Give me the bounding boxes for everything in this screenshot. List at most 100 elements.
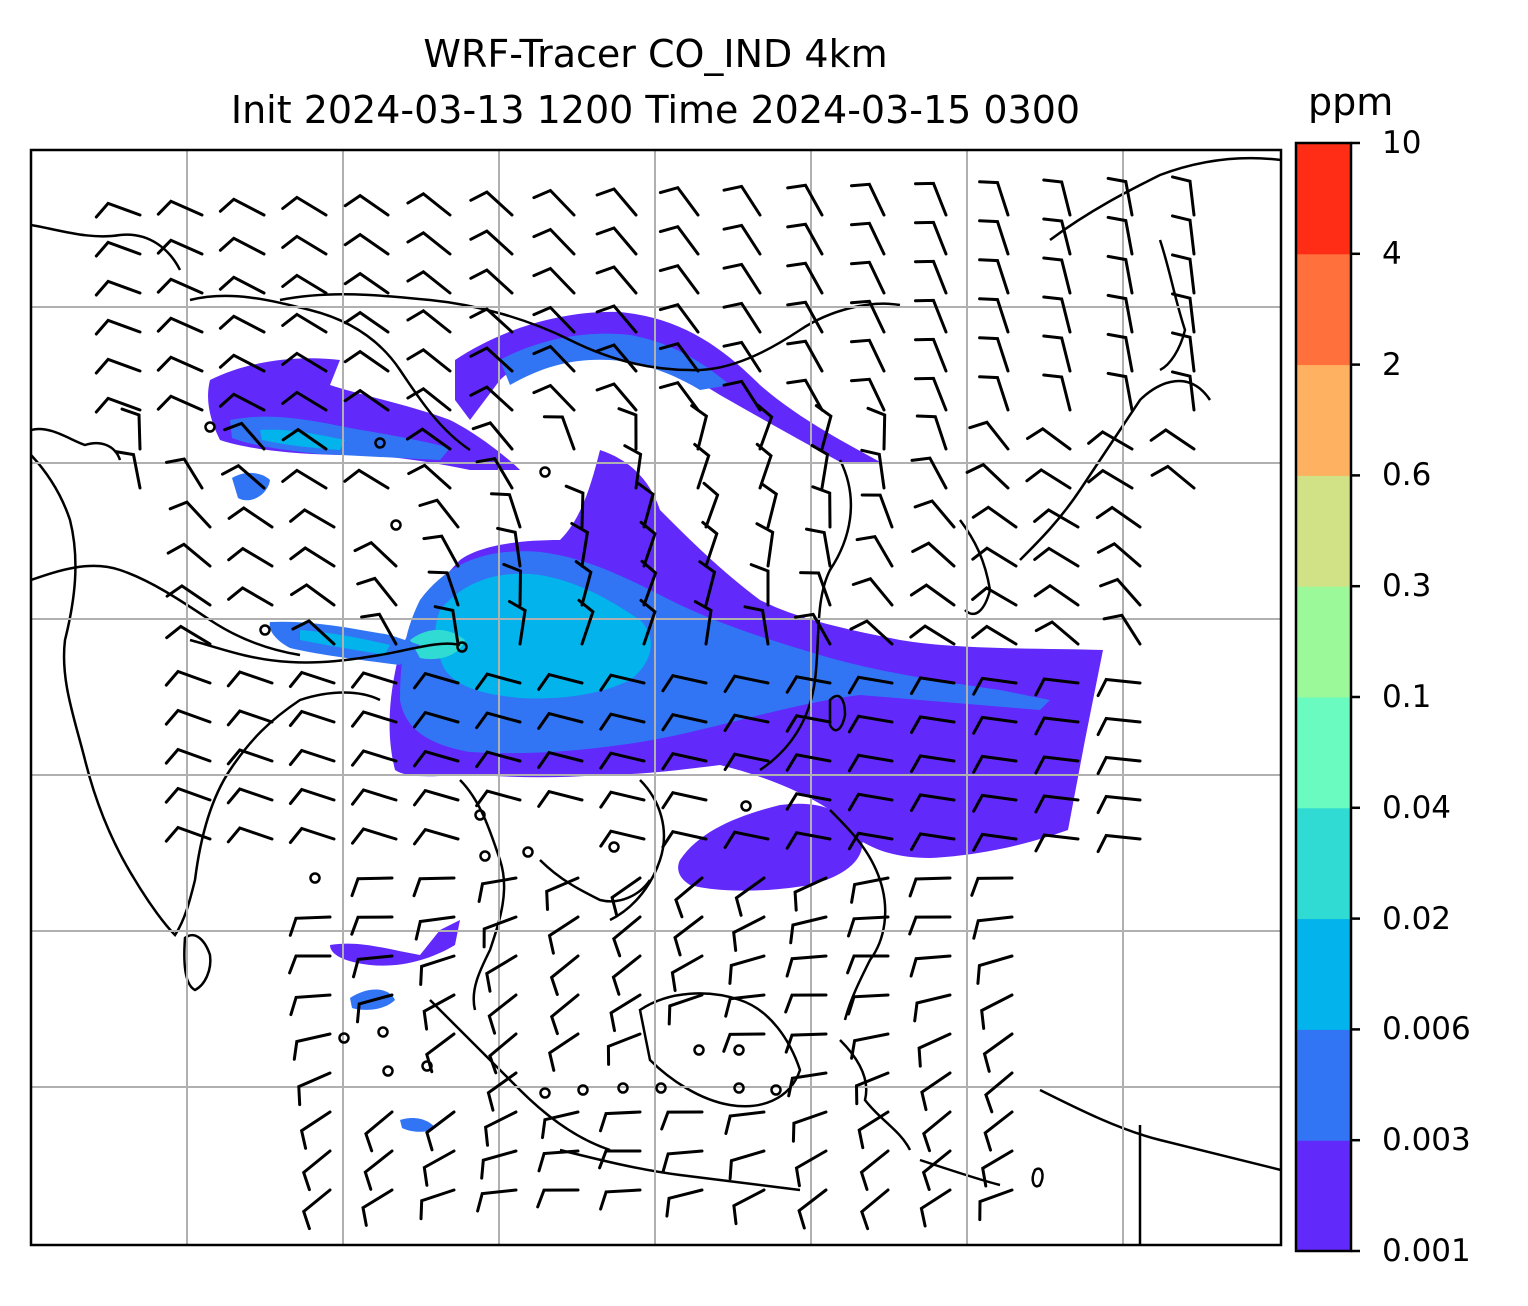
wind-barb	[850, 260, 886, 295]
wind-barb	[910, 676, 956, 695]
wind-barb	[860, 448, 886, 490]
coast-indochina	[459, 779, 506, 1011]
wind-barb	[850, 377, 886, 412]
wind-barb-calm	[539, 466, 551, 478]
wind-barb	[164, 669, 212, 687]
wind-barb	[914, 337, 948, 373]
wind-barb	[661, 713, 708, 732]
wind-barb	[814, 404, 833, 451]
wind-barb	[797, 1188, 828, 1230]
wind-barb	[364, 1110, 394, 1153]
wind-barb	[910, 456, 948, 490]
wind-barb	[661, 752, 708, 771]
wind-barb	[288, 748, 336, 766]
wind-barb	[972, 832, 1018, 852]
wind-barb	[483, 1110, 518, 1147]
wind-barb	[612, 915, 642, 958]
wind-barb	[599, 751, 646, 770]
wind-barb-calm	[522, 846, 534, 858]
wind-barb	[289, 546, 336, 568]
colorbar-tick-label: 4	[1382, 235, 1402, 272]
plume-south-patch3	[400, 1117, 435, 1132]
wind-barb	[760, 482, 779, 529]
wind-barb	[665, 1188, 704, 1218]
wind-barb	[1033, 583, 1080, 607]
wind-barb	[595, 187, 638, 217]
wind-barb	[164, 786, 212, 804]
wind-barb	[978, 375, 1010, 412]
wind-barb	[784, 1032, 828, 1054]
wind-barb	[1087, 430, 1134, 451]
wind-barb	[786, 183, 824, 217]
wind-barb	[693, 600, 713, 646]
wind-barb	[850, 1032, 890, 1060]
wind-barb	[722, 184, 762, 217]
wind-barb	[536, 1188, 580, 1209]
wind-barb	[793, 612, 832, 646]
wind-barb	[343, 349, 390, 373]
wind-barb	[1106, 215, 1134, 256]
wind-barb	[1026, 426, 1072, 451]
wind-barb	[909, 583, 956, 607]
wind-barb	[972, 793, 1018, 813]
wind-barb	[972, 676, 1018, 696]
wind-barb	[785, 675, 832, 694]
plume-south-patch1	[330, 920, 460, 966]
wind-barb-layer	[94, 175, 1196, 1231]
wind-barb	[661, 791, 708, 810]
colorbar-segment	[1296, 807, 1351, 920]
wind-barb	[351, 710, 398, 728]
wind-barb	[722, 262, 762, 295]
wind-barb	[980, 993, 1014, 1030]
wind-barb	[866, 406, 887, 451]
wind-barb	[508, 600, 527, 646]
wind-barb	[921, 1149, 952, 1191]
wind-barb	[227, 506, 274, 529]
wind-barb	[164, 747, 212, 765]
wind-barb	[984, 1071, 1014, 1114]
wind-barb	[352, 954, 394, 979]
wind-barb	[301, 1188, 332, 1231]
wind-barb	[343, 310, 390, 334]
coast-russia-east	[1049, 156, 1281, 242]
wind-barb	[1106, 254, 1134, 295]
wind-barb	[847, 831, 894, 851]
wind-barb	[971, 505, 1018, 529]
wind-barb	[785, 831, 832, 850]
wind-barb	[477, 876, 518, 903]
wind-barb	[1171, 214, 1196, 256]
wind-barb	[351, 671, 398, 689]
coast-thailand-gulf	[539, 859, 652, 903]
wind-barb	[482, 915, 518, 949]
wind-barb	[965, 462, 1010, 490]
wind-barb	[485, 954, 518, 993]
wind-barb	[786, 339, 824, 373]
coast-timor	[919, 1158, 1001, 1187]
wind-barb	[301, 1149, 332, 1192]
wind-barb	[914, 181, 948, 217]
border-china-west	[189, 294, 471, 452]
wind-barb	[755, 522, 775, 568]
wind-barb	[978, 336, 1010, 373]
wind-barb	[419, 954, 456, 986]
wind-barb-calm	[259, 624, 271, 636]
wind-barb	[114, 450, 142, 490]
wind-barb	[786, 300, 824, 334]
wind-barb	[978, 180, 1010, 217]
wind-barb	[165, 457, 204, 490]
wind-barb	[164, 825, 212, 843]
wind-barb	[909, 954, 952, 978]
wind-barb	[595, 382, 638, 412]
wind-barb	[784, 993, 828, 1014]
wind-barb	[850, 299, 886, 334]
wind-barb	[343, 193, 390, 217]
wind-barb	[351, 749, 398, 767]
wind-barb	[223, 421, 266, 451]
wind-barb	[847, 993, 890, 1016]
wind-barb	[469, 307, 514, 334]
wind-barb	[363, 1149, 394, 1191]
wind-barb-calm	[770, 1084, 782, 1096]
wind-barb	[281, 312, 328, 334]
wind-barb-calm	[608, 841, 620, 853]
colorbar	[1296, 141, 1360, 1253]
